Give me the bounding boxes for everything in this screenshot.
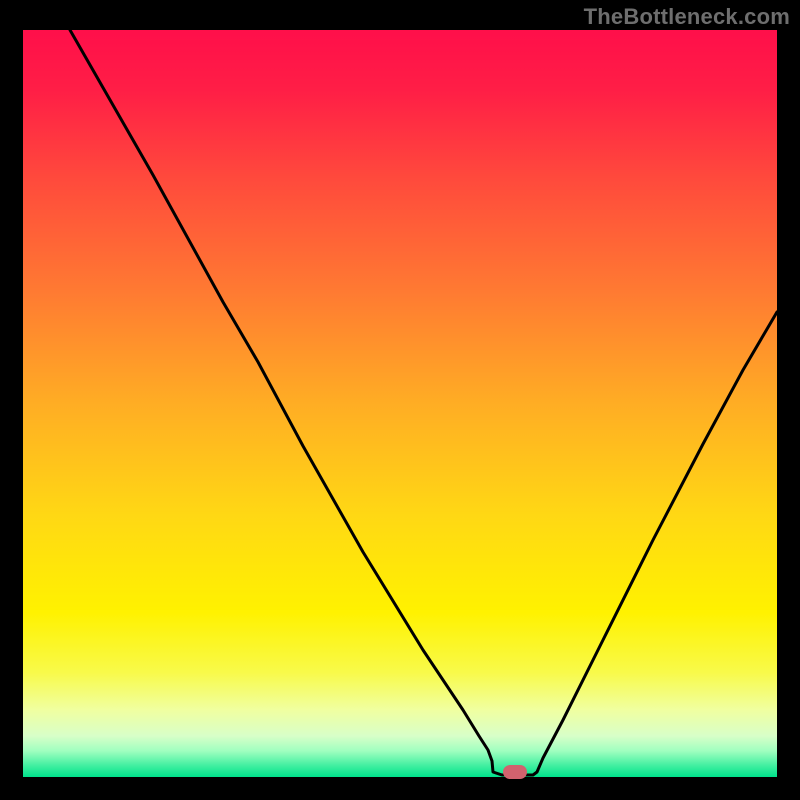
plot-area (23, 30, 777, 777)
bottleneck-curve (23, 30, 777, 777)
watermark: TheBottleneck.com (584, 4, 790, 30)
chart-container: TheBottleneck.com (0, 0, 800, 800)
optimal-point-marker (503, 765, 527, 779)
